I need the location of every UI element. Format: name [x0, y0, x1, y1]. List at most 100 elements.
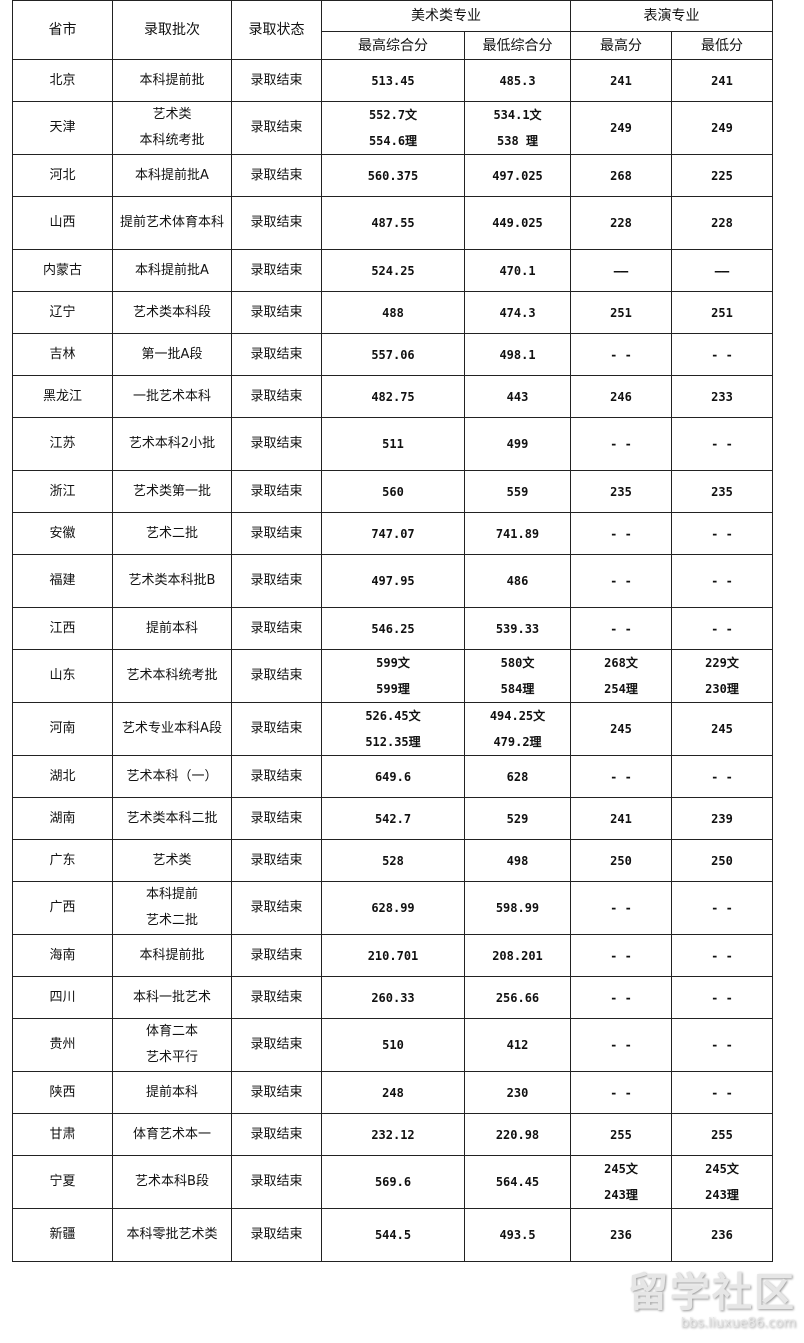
cell-status: 录取结束 — [231, 797, 322, 840]
cell-batch: 第一批A段 — [112, 333, 232, 376]
table-row: 陕西 提前本科 录取结束 248 230- -- - — [12, 1071, 773, 1114]
table-row: 辽宁 艺术类本科段 录取结束 488 474.3 251 251 — [12, 291, 773, 334]
cell-status: 录取结束 — [231, 649, 322, 703]
cell-province: 新疆 — [12, 1208, 113, 1262]
cell-province: 海南 — [12, 934, 113, 977]
cell-performance-max: - - — [570, 934, 672, 977]
cell-status: 录取结束 — [231, 375, 322, 418]
cell-art-max: 524.25 — [321, 249, 465, 292]
cell-art-max: 649.6 — [321, 755, 465, 798]
table-row: 安徽 艺术二批 录取结束 747.07 741.89- -- - — [12, 512, 773, 555]
cell-art-min: 564.45 — [464, 1155, 571, 1209]
cell-status: 录取结束 — [231, 417, 322, 471]
cell-art-min: 256.66 — [464, 976, 571, 1019]
header-row-1: 省市 录取批次 录取状态 美术类专业 表演专业 — [12, 0, 773, 60]
cell-art-min: 529 — [464, 797, 571, 840]
cell-batch: 艺术类本科段 — [112, 291, 232, 334]
cell-art-min: 499 — [464, 417, 571, 471]
cell-status: 录取结束 — [231, 607, 322, 650]
cell-performance-max: 255 — [570, 1113, 672, 1156]
cell-performance-min: - - — [671, 1071, 773, 1114]
cell-batch: 体育二本 艺术平行 — [112, 1018, 232, 1072]
cell-art-max: 513.45 — [321, 59, 465, 102]
cell-art-min: 474.3 — [464, 291, 571, 334]
cell-art-min: 493.5 — [464, 1208, 571, 1262]
cell-performance-min: - - — [671, 417, 773, 471]
cell-art-max: 560 — [321, 470, 465, 513]
cell-province: 宁夏 — [12, 1155, 113, 1209]
cell-status: 录取结束 — [231, 59, 322, 102]
cell-art-min: 534.1文 538 理 — [464, 101, 571, 155]
cell-province: 浙江 — [12, 470, 113, 513]
cell-province: 湖北 — [12, 755, 113, 798]
table-row: 湖南 艺术类本科二批 录取结束 542.7 529 241 239 — [12, 797, 773, 840]
cell-art-min: 559 — [464, 470, 571, 513]
cell-batch: 艺术本科统考批 — [112, 649, 232, 703]
table-row: 甘肃 体育艺术本一 录取结束 232.12 220.98 255 255 — [12, 1113, 773, 1156]
cell-province: 陕西 — [12, 1071, 113, 1114]
cell-performance-min: 241 — [671, 59, 773, 102]
cell-performance-max: 268文 254理 — [570, 649, 672, 703]
cell-performance-min: 251 — [671, 291, 773, 334]
cell-status: 录取结束 — [231, 976, 322, 1019]
cell-art-min: 486 — [464, 554, 571, 608]
header-art-min: 最低综合分 — [464, 31, 571, 60]
cell-status: 录取结束 — [231, 101, 322, 155]
table-row: 黑龙江 一批艺术本科 录取结束 482.75 443 246 233 — [12, 375, 773, 418]
cell-performance-min: 249 — [671, 101, 773, 155]
cell-performance-min: - - — [671, 934, 773, 977]
cell-art-max: 248 — [321, 1071, 465, 1114]
cell-performance-min: —— — [671, 249, 773, 292]
cell-province: 吉林 — [12, 333, 113, 376]
cell-batch: 本科零批艺术类 — [112, 1208, 232, 1262]
cell-performance-min: 250 — [671, 839, 773, 882]
cell-performance-max: - - — [570, 512, 672, 555]
cell-performance-max: 241 — [570, 59, 672, 102]
watermark-url: bbs.liuxue86.com — [680, 1316, 796, 1331]
cell-performance-max: 251 — [570, 291, 672, 334]
table-row: 贵州 体育二本 艺术平行 录取结束 510 412- -- - — [12, 1018, 773, 1072]
cell-art-max: 628.99 — [321, 881, 465, 935]
table-row: 河北 本科提前批A 录取结束 560.375 497.025 268 225 — [12, 154, 773, 197]
cell-art-max: 542.7 — [321, 797, 465, 840]
cell-art-max: 488 — [321, 291, 465, 334]
cell-province: 广东 — [12, 839, 113, 882]
cell-performance-max: - - — [570, 607, 672, 650]
table-row: 河南 艺术专业本科A段 录取结束 526.45文 512.35理 494.25文 479… — [12, 702, 773, 756]
cell-performance-min: 235 — [671, 470, 773, 513]
cell-status: 录取结束 — [231, 249, 322, 292]
table-row: 浙江 艺术类第一批 录取结束 560 559 235 235 — [12, 470, 773, 513]
header-art-max: 最高综合分 — [321, 31, 465, 60]
cell-batch: 本科一批艺术 — [112, 976, 232, 1019]
table-body: 北京 本科提前批 录取结束 513.45 485.3 241 241 天津 艺术类 本科统考批录… — [12, 59, 773, 1262]
cell-art-max: 747.07 — [321, 512, 465, 555]
cell-status: 录取结束 — [231, 1113, 322, 1156]
cell-performance-max: 245文 243理 — [570, 1155, 672, 1209]
cell-batch: 艺术类本科二批 — [112, 797, 232, 840]
cell-province: 河北 — [12, 154, 113, 197]
cell-batch: 体育艺术本一 — [112, 1113, 232, 1156]
cell-status: 录取结束 — [231, 755, 322, 798]
table-row: 新疆 本科零批艺术类 录取结束 544.5 493.5 236 236 — [12, 1208, 773, 1262]
cell-performance-min: 233 — [671, 375, 773, 418]
cell-art-max: 487.55 — [321, 196, 465, 250]
cell-art-max: 560.375 — [321, 154, 465, 197]
cell-performance-min: 255 — [671, 1113, 773, 1156]
cell-performance-min: - - — [671, 1018, 773, 1072]
table-row: 山东 艺术本科统考批 录取结束 599文 599理 580文 584理 268文 254理… — [12, 649, 773, 703]
table-row: 天津 艺术类 本科统考批 录取结束 552.7文 554.6理 534.1文 538 理… — [12, 101, 773, 155]
cell-status: 录取结束 — [231, 1155, 322, 1209]
cell-province: 广西 — [12, 881, 113, 935]
cell-art-min: 485.3 — [464, 59, 571, 102]
cell-art-min: 497.025 — [464, 154, 571, 197]
cell-art-max: 511 — [321, 417, 465, 471]
cell-performance-max: 228 — [570, 196, 672, 250]
table-row: 山西 提前艺术体育本科 录取结束 487.55 449.025 228 228 — [12, 196, 773, 250]
cell-performance-min: 236 — [671, 1208, 773, 1262]
cell-performance-min: - - — [671, 512, 773, 555]
cell-province: 山东 — [12, 649, 113, 703]
cell-province: 湖南 — [12, 797, 113, 840]
cell-art-min: 498 — [464, 839, 571, 882]
cell-performance-max: - - — [570, 881, 672, 935]
table-row: 宁夏 艺术本科B段 录取结束 569.6 564.45 245文 243理 245文 243… — [12, 1155, 773, 1209]
